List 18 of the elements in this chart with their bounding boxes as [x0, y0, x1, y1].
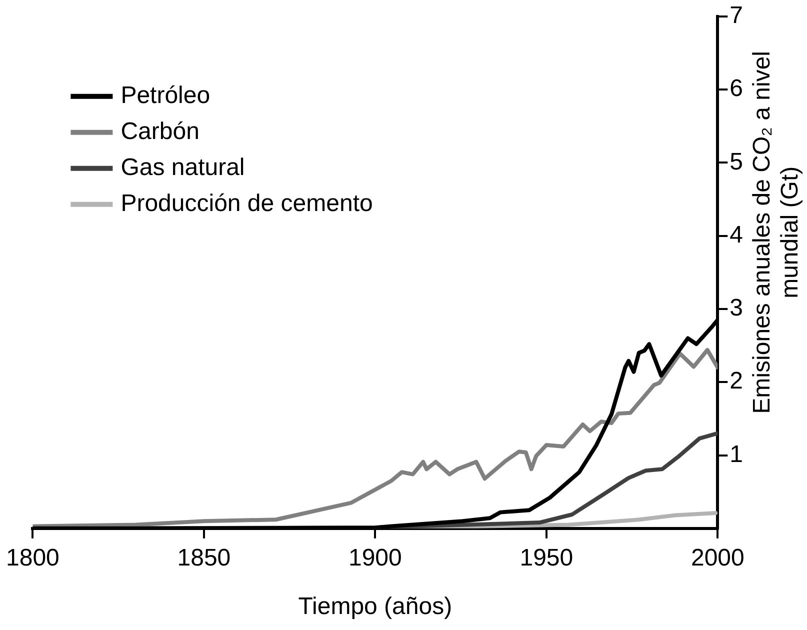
x-axis-title: Tiempo (años) [298, 593, 452, 620]
x-tick-label: 1950 [520, 544, 574, 572]
y-tick-label: 5 [730, 148, 744, 176]
legend-label: Producción de cemento [120, 190, 373, 218]
legend-label: Carbón [120, 118, 200, 146]
y-tick-label: 6 [730, 75, 744, 102]
legend-label: Petróleo [120, 82, 210, 110]
legend-label: Gas natural [120, 154, 245, 182]
y-tick-label: 4 [730, 221, 744, 248]
y-tick-label: 1 [730, 440, 744, 468]
x-tick-label: 2000 [690, 544, 744, 572]
y-tick-label: 2 [730, 368, 744, 395]
y-tick-label: 7 [730, 2, 744, 30]
x-tick-label: 1800 [6, 544, 60, 572]
y-axis-title: Emisiones anuales de CO₂ a nivel mundial (Gt) [748, 50, 804, 414]
x-tick-label: 1850 [177, 544, 231, 572]
y-tick-label: 3 [730, 294, 744, 322]
x-tick-label: 1900 [348, 544, 402, 572]
